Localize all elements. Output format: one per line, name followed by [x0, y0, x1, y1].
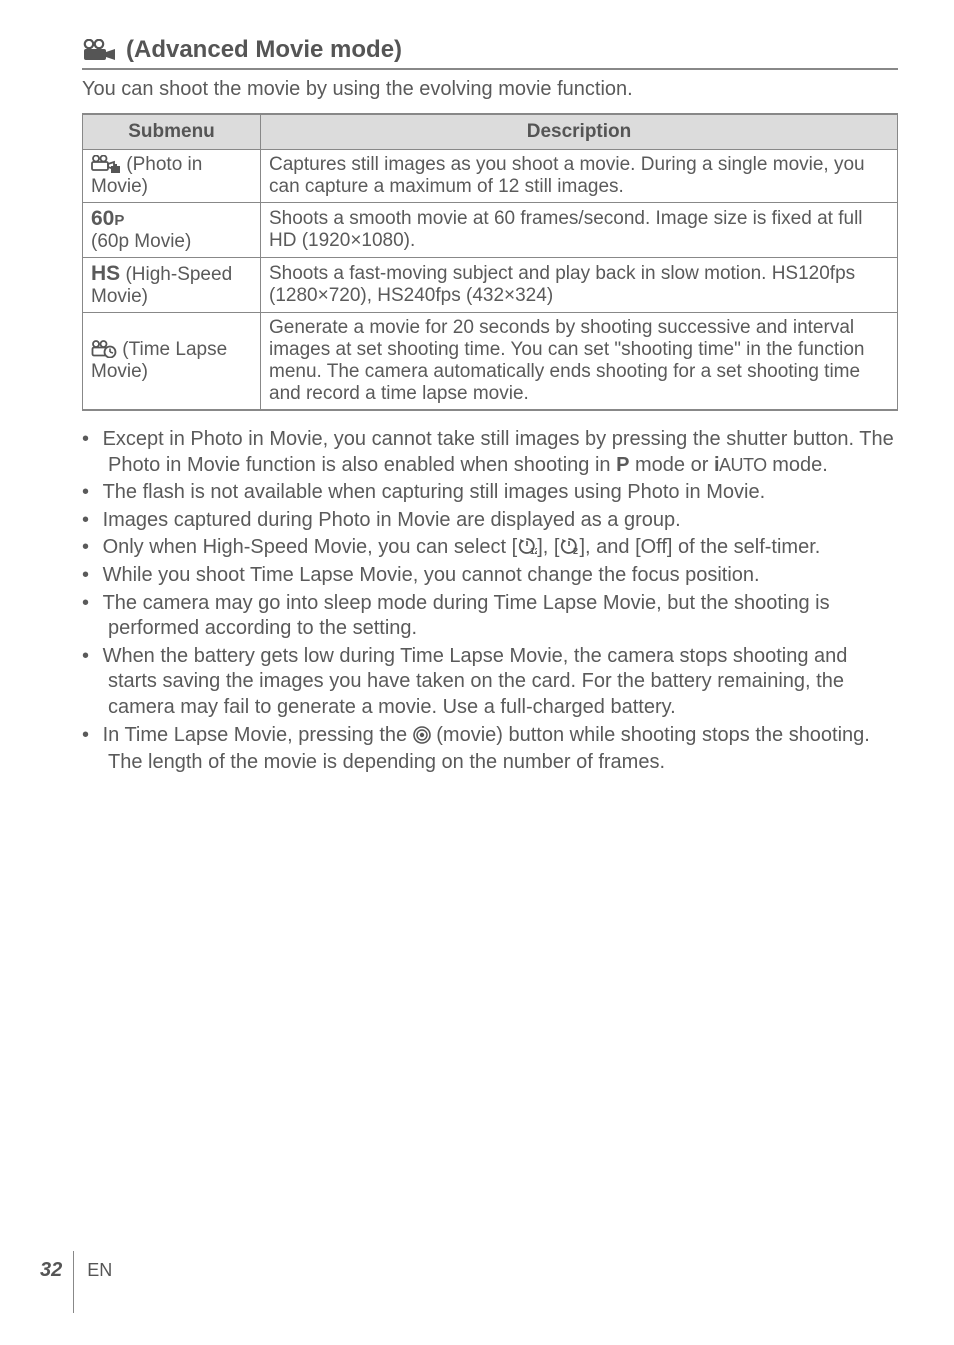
- page-footer: 32 EN: [40, 1251, 112, 1291]
- section-heading: (Advanced Movie mode): [82, 36, 898, 70]
- table-row: 60P (60p Movie) Shoots a smooth movie at…: [83, 203, 898, 258]
- list-item: In Time Lapse Movie, pressing the (movie…: [82, 723, 898, 749]
- timer12-icon: 12: [517, 536, 537, 556]
- svg-text:2: 2: [573, 546, 578, 556]
- list-item: Except in Photo in Movie, you cannot tak…: [82, 427, 898, 478]
- table-row: HS (High-Speed Movie) Shoots a fast-movi…: [83, 258, 898, 313]
- list-item: While you shoot Time Lapse Movie, you ca…: [82, 563, 898, 589]
- notes-list: Except in Photo in Movie, you cannot tak…: [82, 427, 898, 748]
- page-number: 32: [40, 1259, 62, 1281]
- desc-photo-in-movie: Captures still images as you shoot a mov…: [261, 150, 898, 203]
- intro-text: You can shoot the movie by using the evo…: [82, 78, 898, 101]
- th-submenu: Submenu: [83, 114, 261, 150]
- section-title: (Advanced Movie mode): [126, 36, 402, 64]
- trailing-note: The length of the movie is depending on …: [82, 750, 898, 776]
- table-row: (Time Lapse Movie) Generate a movie for …: [83, 313, 898, 411]
- list-item: Only when High-Speed Movie, you can sele…: [82, 535, 898, 561]
- sub-hs: HS (High-Speed Movie): [83, 258, 261, 313]
- footer-lang: EN: [87, 1260, 112, 1280]
- sub-photo-in-movie: (Photo in Movie): [83, 150, 261, 203]
- th-description: Description: [261, 114, 898, 150]
- timer2-icon: 2: [559, 536, 579, 556]
- sub-60p: 60P (60p Movie): [83, 203, 261, 258]
- svg-text:12: 12: [530, 547, 537, 556]
- submenu-table: Submenu Description (Photo in Movie) Cap…: [82, 113, 898, 411]
- footer-separator: [73, 1251, 74, 1313]
- table-row: (Photo in Movie) Captures still images a…: [83, 150, 898, 203]
- advanced-movie-icon: [82, 39, 116, 61]
- list-item: The camera may go into sleep mode during…: [82, 591, 898, 642]
- list-item: When the battery gets low during Time La…: [82, 644, 898, 721]
- record-button-icon: [413, 726, 431, 744]
- list-item: Images captured during Photo in Movie ar…: [82, 508, 898, 534]
- desc-60p: Shoots a smooth movie at 60 frames/secon…: [261, 203, 898, 258]
- desc-hs: Shoots a fast-moving subject and play ba…: [261, 258, 898, 313]
- list-item: The flash is not available when capturin…: [82, 480, 898, 506]
- time-lapse-icon: [91, 340, 117, 358]
- desc-timelapse: Generate a movie for 20 seconds by shoot…: [261, 313, 898, 411]
- sub-timelapse: (Time Lapse Movie): [83, 313, 261, 411]
- photo-in-movie-icon: [91, 155, 121, 173]
